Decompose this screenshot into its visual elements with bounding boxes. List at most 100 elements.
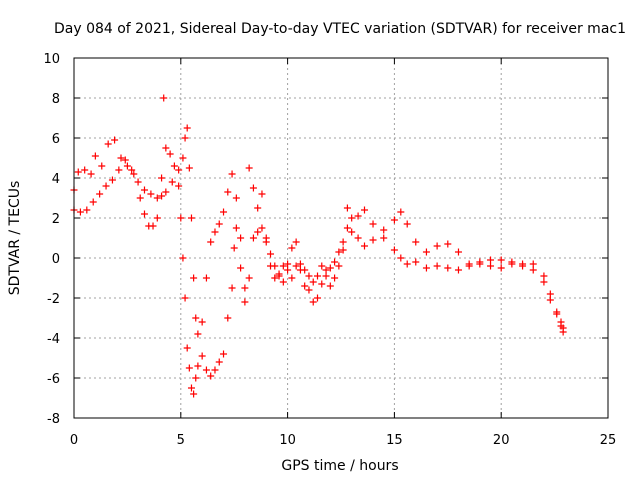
data-point-1-12 — [147, 190, 155, 198]
data-point-0-36 — [220, 350, 228, 358]
y-tick-label-0: -8 — [47, 412, 60, 427]
data-point-1-74 — [465, 262, 473, 270]
data-point-0-77 — [433, 242, 441, 250]
data-point-1-50 — [301, 266, 309, 274]
data-point-1-32 — [224, 188, 232, 196]
data-point-0-18 — [162, 144, 170, 152]
data-point-0-2 — [81, 166, 89, 174]
data-point-0-22 — [177, 214, 185, 222]
data-point-0-4 — [91, 152, 99, 160]
data-point-0-68 — [354, 234, 362, 242]
x-tick-label-1: 5 — [177, 433, 185, 448]
data-point-1-75 — [476, 260, 484, 268]
x-tick-label-4: 20 — [493, 433, 510, 448]
data-point-1-15 — [162, 188, 170, 196]
data-point-0-20 — [170, 162, 178, 170]
y-tick-label-1: -6 — [47, 372, 60, 387]
y-tick-label-6: 4 — [52, 172, 60, 187]
data-point-1-9 — [128, 166, 136, 174]
data-point-0-28 — [190, 390, 198, 398]
data-point-1-58 — [335, 262, 343, 270]
data-point-0-27 — [187, 384, 195, 392]
data-point-1-56 — [326, 282, 334, 290]
data-point-0-32 — [202, 366, 210, 374]
data-point-0-12 — [140, 210, 148, 218]
data-point-1-45 — [279, 262, 287, 270]
data-point-1-51 — [305, 272, 313, 280]
data-point-0-31 — [198, 352, 206, 360]
data-point-1-48 — [292, 262, 300, 270]
data-point-1-35 — [237, 264, 245, 272]
data-point-0-3 — [87, 170, 95, 178]
data-point-0-78 — [444, 240, 452, 248]
data-point-0-26 — [185, 364, 193, 372]
data-point-1-18 — [179, 154, 187, 162]
data-point-1-6 — [108, 176, 116, 184]
data-point-1-62 — [354, 212, 362, 220]
data-point-0-16 — [158, 174, 166, 182]
data-points — [70, 94, 567, 398]
data-point-0-59 — [314, 294, 322, 302]
data-point-1-26 — [198, 318, 206, 326]
data-point-1-34 — [232, 194, 240, 202]
data-point-0-58 — [309, 298, 317, 306]
data-point-1-24 — [192, 314, 200, 322]
y-tick-label-7: 6 — [52, 132, 60, 147]
data-point-1-42 — [267, 262, 275, 270]
data-point-1-63 — [360, 206, 368, 214]
y-tick-label-3: -2 — [47, 292, 60, 307]
data-point-0-75 — [412, 238, 420, 246]
data-point-1-80 — [529, 266, 537, 274]
data-point-1-57 — [331, 274, 339, 282]
data-point-1-41 — [262, 234, 270, 242]
data-point-0-44 — [249, 234, 257, 242]
data-point-0-56 — [301, 282, 309, 290]
data-point-1-27 — [202, 274, 210, 282]
data-point-0-79 — [454, 248, 462, 256]
data-point-1-44 — [275, 270, 283, 278]
y-tick-label-9: 10 — [43, 52, 60, 67]
data-point-0-7 — [111, 136, 119, 144]
data-point-0-19 — [166, 150, 174, 158]
data-point-1-79 — [519, 262, 527, 270]
data-point-0-66 — [343, 224, 351, 232]
data-point-1-54 — [318, 262, 326, 270]
data-point-1-72 — [444, 264, 452, 272]
y-tick-label-5: 2 — [52, 212, 60, 227]
x-tick-label-5: 25 — [600, 433, 617, 448]
data-point-1-59 — [339, 246, 347, 254]
data-point-0-74 — [403, 220, 411, 228]
data-point-0-71 — [380, 226, 388, 234]
data-point-1-60 — [343, 204, 351, 212]
data-point-1-65 — [380, 234, 388, 242]
data-point-0-83 — [497, 256, 505, 264]
data-point-0-76 — [422, 248, 430, 256]
data-point-1-20 — [183, 124, 191, 132]
axis-ticks: 0 5 10 15 20 25 -8 -6 -4 -2 0 2 4 6 8 10 — [43, 52, 616, 448]
data-point-1-43 — [271, 274, 279, 282]
data-point-0-86 — [529, 260, 537, 268]
data-point-0-14 — [149, 222, 157, 230]
data-point-1-30 — [215, 220, 223, 228]
data-point-1-55 — [322, 266, 330, 274]
series-track-a — [70, 94, 567, 398]
data-point-0-61 — [322, 272, 330, 280]
data-point-0-53 — [288, 244, 296, 252]
data-point-0-23 — [179, 254, 187, 262]
data-point-0-37 — [224, 314, 232, 322]
data-point-1-84 — [557, 318, 565, 326]
data-point-0-35 — [215, 358, 223, 366]
data-point-1-8 — [121, 156, 129, 164]
data-point-0-51 — [279, 278, 287, 286]
data-point-0-70 — [369, 236, 377, 244]
x-axis-title: GPS time / hours — [281, 458, 398, 474]
data-point-0-11 — [136, 194, 144, 202]
data-point-1-52 — [309, 278, 317, 286]
data-point-0-45 — [254, 228, 262, 236]
data-point-1-14 — [158, 192, 166, 200]
data-point-1-53 — [314, 272, 322, 280]
data-point-0-38 — [228, 284, 236, 292]
data-point-0-5 — [98, 162, 106, 170]
x-tick-label-2: 10 — [279, 433, 296, 448]
